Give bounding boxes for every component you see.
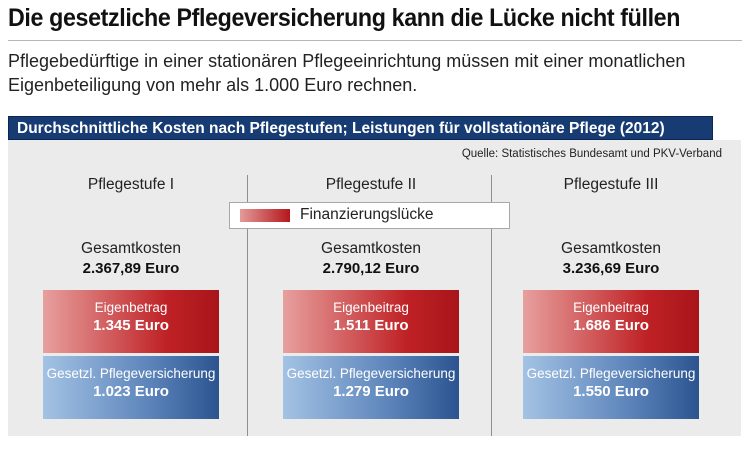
pflegeversicherung-box-pflegestufe-ii: Gesetzl. Pflegeversicherung 1.279 Euro — [283, 356, 459, 419]
column-divider — [491, 229, 492, 436]
total-label-pflegestufe-ii: Gesamtkosten — [321, 240, 421, 257]
total-value-pflegestufe-ii: 2.790,12 Euro — [322, 260, 420, 277]
pflegeversicherung-value: 1.279 Euro — [333, 383, 409, 400]
eigenbetrag-value: 1.511 Euro — [333, 317, 409, 334]
legend-swatch-finanzierungsluecke — [240, 209, 290, 222]
column-divider — [247, 175, 248, 203]
stage-label-pflegestufe-iii: Pflegestufe III — [563, 176, 659, 193]
eigenbetrag-box-pflegestufe-iii: Eigenbeitrag 1.686 Euro — [523, 290, 699, 353]
legend: Finanzierungslücke — [229, 202, 510, 229]
legend-label: Finanzierungslücke — [300, 206, 434, 223]
pflegeversicherung-value: 1.023 Euro — [93, 383, 169, 400]
eigenbetrag-label: Eigenbeitrag — [573, 300, 649, 315]
total-label-pflegestufe-iii: Gesamtkosten — [561, 240, 661, 257]
eigenbetrag-value: 1.345 Euro — [93, 317, 169, 334]
total-value-pflegestufe-i: 2.367,89 Euro — [82, 260, 180, 277]
column-divider — [247, 229, 248, 436]
total-value-pflegestufe-iii: 3.236,69 Euro — [562, 260, 660, 277]
eigenbetrag-box-pflegestufe-i: Eigenbetrag 1.345 Euro — [43, 290, 219, 353]
pflegeversicherung-value: 1.550 Euro — [573, 383, 649, 400]
chart-title-banner: Durchschnittliche Kosten nach Pflegestuf… — [8, 116, 713, 140]
pflegeversicherung-box-pflegestufe-iii: Gesetzl. Pflegeversicherung 1.550 Euro — [523, 356, 699, 419]
pflegeversicherung-label: Gesetzl. Pflegeversicherung — [526, 366, 696, 381]
pflegeversicherung-label: Gesetzl. Pflegeversicherung — [46, 366, 216, 381]
subtitle: Pflegebedürftige in einer stationären Pf… — [8, 51, 686, 95]
headline-rule — [8, 40, 742, 41]
eigenbetrag-label: Eigenbetrag — [94, 300, 168, 315]
stage-label-pflegestufe-ii: Pflegestufe II — [325, 176, 417, 193]
column-divider — [491, 175, 492, 203]
total-label-pflegestufe-i: Gesamtkosten — [81, 240, 181, 257]
pflegeversicherung-label: Gesetzl. Pflegeversicherung — [286, 366, 456, 381]
pflegeversicherung-box-pflegestufe-i: Gesetzl. Pflegeversicherung 1.023 Euro — [43, 356, 219, 419]
eigenbetrag-label: Eigenbeitrag — [333, 300, 409, 315]
source-note: Quelle: Statistisches Bundesamt und PKV-… — [461, 148, 722, 160]
eigenbetrag-box-pflegestufe-ii: Eigenbeitrag 1.511 Euro — [283, 290, 459, 353]
stage-label-pflegestufe-i: Pflegestufe I — [87, 176, 175, 193]
eigenbetrag-value: 1.686 Euro — [573, 317, 649, 334]
headline: Die gesetzliche Pflegeversicherung kann … — [8, 4, 681, 32]
